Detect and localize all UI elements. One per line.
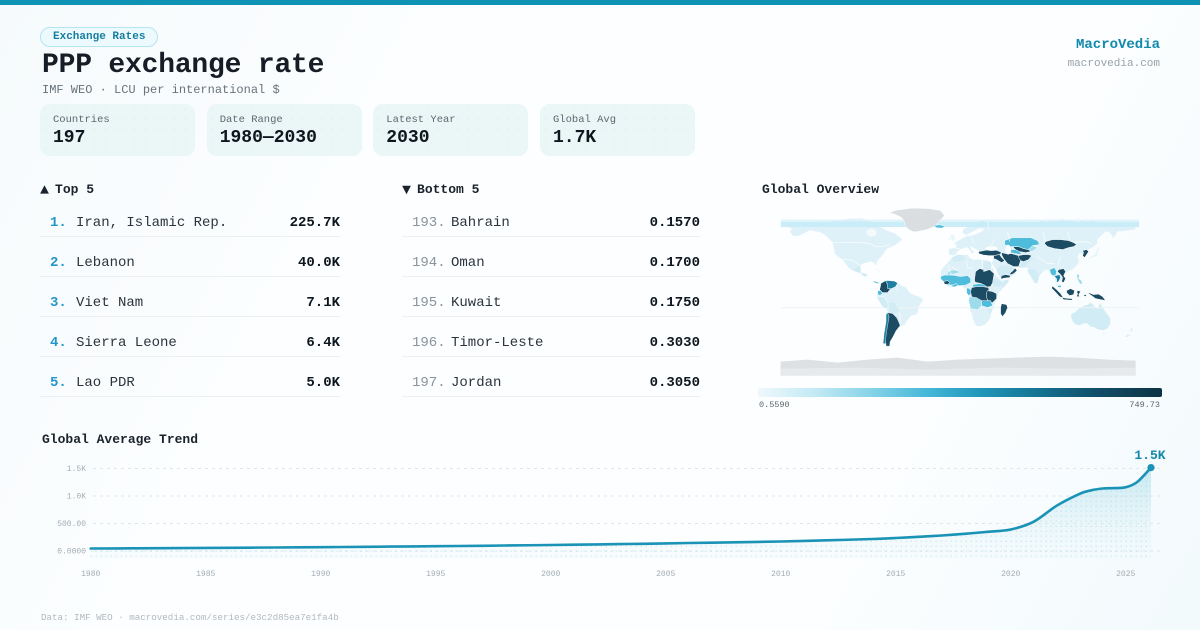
svg-text:2000: 2000 (541, 570, 560, 579)
svg-text:2025: 2025 (1116, 570, 1135, 579)
svg-text:1.5K: 1.5K (1134, 448, 1165, 463)
svg-text:1985: 1985 (196, 570, 215, 579)
svg-text:2015: 2015 (886, 570, 905, 579)
svg-text:1990: 1990 (311, 570, 330, 579)
svg-text:1995: 1995 (426, 570, 445, 579)
svg-text:1.5K: 1.5K (67, 465, 86, 474)
svg-text:1.0K: 1.0K (67, 493, 86, 502)
svg-text:2020: 2020 (1001, 570, 1020, 579)
svg-text:500.00: 500.00 (57, 520, 86, 529)
svg-text:2005: 2005 (656, 570, 675, 579)
svg-text:1980: 1980 (81, 570, 100, 579)
svg-text:2010: 2010 (771, 570, 790, 579)
svg-text:0.0000: 0.0000 (57, 548, 86, 557)
